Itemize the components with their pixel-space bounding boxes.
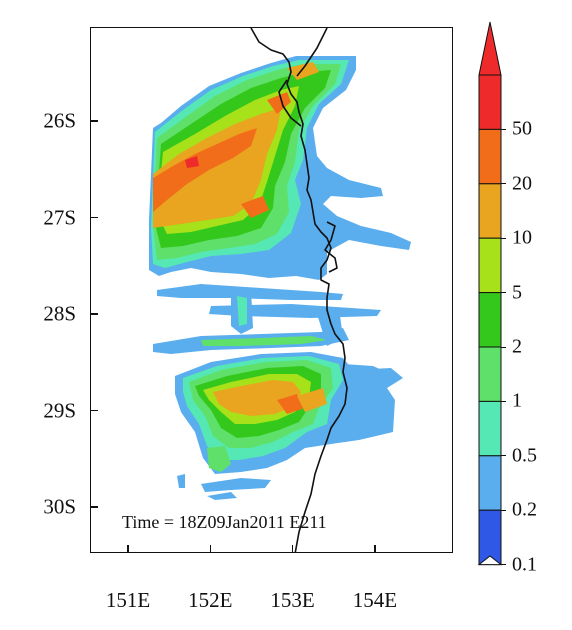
- lat-tick: [90, 216, 98, 218]
- lon-label: 153E: [270, 588, 315, 612]
- precip-10b: [287, 62, 319, 80]
- precip-20: [277, 394, 305, 414]
- colorbar-tick: [501, 509, 506, 511]
- colorbar-under-triangle: [477, 555, 503, 566]
- colorbar-swatch: [478, 455, 502, 511]
- colorbar-tick: [501, 564, 506, 566]
- time-run-label: Time = 18Z09Jan2011 E211: [122, 512, 327, 532]
- colorbar-label: 1: [512, 389, 522, 412]
- colorbar-tick: [501, 237, 506, 239]
- colorbar-label: 0.1: [512, 553, 537, 576]
- lon-tick: [374, 545, 376, 553]
- colorbar-label: 0.5: [512, 444, 537, 467]
- lat-label: 29S: [43, 398, 76, 422]
- lat-tick: [90, 120, 98, 122]
- colorbar-label: 0.2: [512, 498, 537, 521]
- rain-streaks-middle: [153, 284, 381, 354]
- colorbar-label: 10: [512, 226, 532, 249]
- colorbar-tick: [501, 128, 506, 130]
- colorbar-swatch: [478, 292, 502, 348]
- lon-label: 151E: [105, 588, 151, 612]
- colorbar-tick: [501, 292, 506, 294]
- lon-label: 154E: [352, 588, 398, 612]
- colorbar-tick: [501, 455, 506, 457]
- colorbar-swatch: [478, 74, 502, 130]
- lat-tick: [90, 313, 98, 315]
- colorbar-tick: [501, 346, 506, 348]
- colorbar-swatch: [478, 128, 502, 185]
- rainfall-map: [149, 28, 411, 552]
- precip-10: [213, 380, 301, 416]
- lon-tick: [127, 545, 129, 553]
- colorbar-swatch: [478, 237, 502, 294]
- colorbar-label: 2: [512, 335, 522, 358]
- lon-tick: [291, 545, 294, 553]
- colorbar-tick: [501, 183, 506, 185]
- lat-tick: [90, 409, 98, 411]
- colorbar-label: 5: [512, 281, 522, 304]
- lon-label: 152E: [188, 588, 233, 612]
- rain-band-north: [149, 56, 411, 280]
- colorbar-label: 20: [512, 172, 532, 195]
- precip-20b: [267, 92, 291, 114]
- colorbar-swatch: [478, 183, 502, 239]
- coastline: [250, 28, 348, 552]
- precip-50: [185, 156, 199, 168]
- colorbar-over-triangle: [478, 21, 502, 76]
- lat-tick: [90, 506, 98, 508]
- lat-label: 30S: [43, 494, 76, 519]
- precip-20c: [241, 196, 269, 218]
- precip-20: [153, 128, 257, 212]
- lon-tick: [209, 545, 212, 553]
- lat-label: 26S: [43, 108, 76, 133]
- lat-label: 28S: [43, 301, 76, 326]
- colorbar-swatch: [478, 346, 502, 402]
- map-panel: [90, 27, 453, 553]
- precip-10b: [297, 388, 327, 412]
- colorbar-label: 50: [512, 117, 532, 140]
- colorbar-tick: [501, 400, 506, 402]
- lat-label: 27S: [43, 205, 76, 229]
- colorbar-swatch: [478, 400, 502, 457]
